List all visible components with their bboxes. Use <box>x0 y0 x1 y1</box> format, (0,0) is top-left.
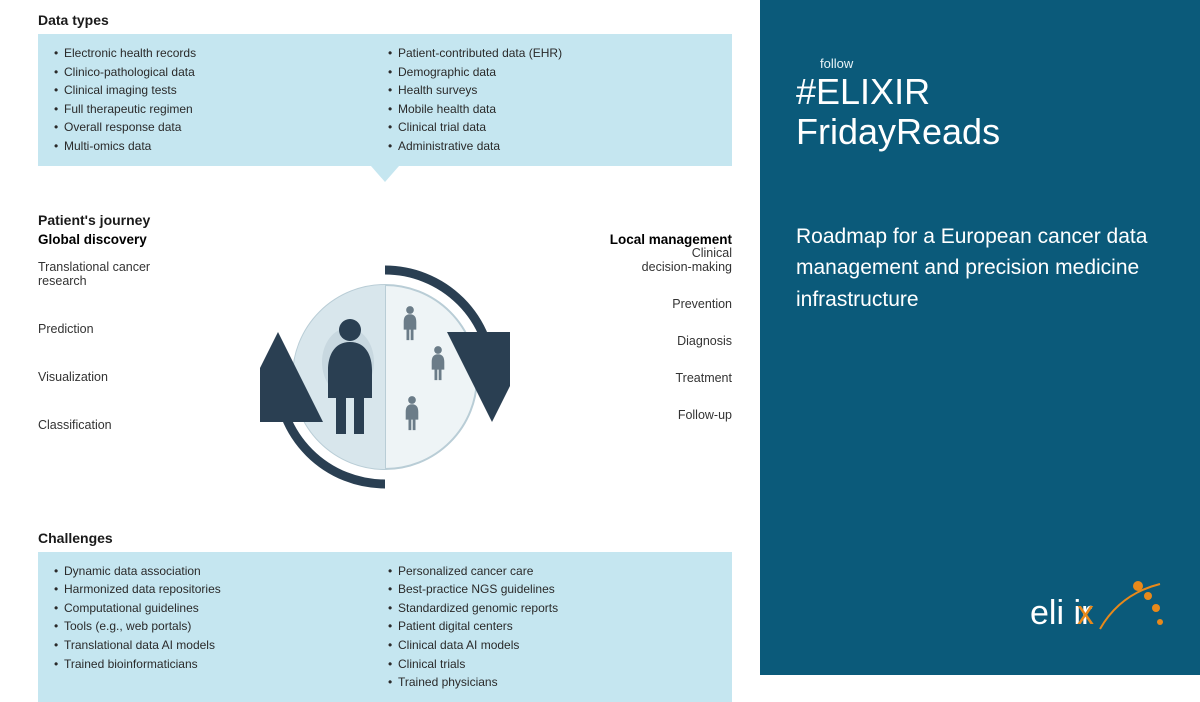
list-item: Patient-contributed data (EHR) <box>388 44 716 63</box>
hashtag-line2: FridayReads <box>796 113 1164 151</box>
data-types-col1: Electronic health recordsClinico-patholo… <box>54 44 382 156</box>
challenges-col1: Dynamic data associationHarmonized data … <box>54 562 382 692</box>
journey-circle-diagram <box>260 252 510 507</box>
list-item: Computational guidelines <box>54 599 382 618</box>
label-item: Prediction <box>38 322 150 336</box>
label-item: Diagnosis <box>642 334 732 348</box>
hashtag-line1: #ELIXIR <box>796 73 1164 111</box>
list-item: Clinical trials <box>388 655 716 674</box>
svg-text:x: x <box>1077 594 1094 632</box>
label-item: Prevention <box>642 297 732 311</box>
data-types-col2: Patient-contributed data (EHR)Demographi… <box>388 44 716 156</box>
challenges-box: Dynamic data associationHarmonized data … <box>38 552 732 702</box>
list-item: Clinical trial data <box>388 118 716 137</box>
list-item: Health surveys <box>388 81 716 100</box>
data-types-title: Data types <box>38 12 732 28</box>
list-item: Mobile health data <box>388 100 716 119</box>
list-item: Trained physicians <box>388 673 716 692</box>
list-item: Patient digital centers <box>388 617 716 636</box>
challenges-section: Challenges Dynamic data associationHarmo… <box>38 530 732 702</box>
label-item: Translational cancerresearch <box>38 260 150 288</box>
list-item: Full therapeutic regimen <box>54 100 382 119</box>
list-item: Overall response data <box>54 118 382 137</box>
list-item: Standardized genomic reports <box>388 599 716 618</box>
list-item: Demographic data <box>388 63 716 82</box>
list-item: Best-practice NGS guidelines <box>388 580 716 599</box>
list-item: Trained bioinformaticians <box>54 655 382 674</box>
challenges-col2: Personalized cancer careBest-practice NG… <box>388 562 716 692</box>
label-item: Clinicaldecision-making <box>642 246 732 274</box>
label-item: Classification <box>38 418 150 432</box>
arrow-down-icon <box>371 166 399 182</box>
global-discovery-head: Global discovery <box>38 232 147 247</box>
elixir-logo: eli ir x <box>1030 574 1170 649</box>
list-item: Clinical data AI models <box>388 636 716 655</box>
list-item: Translational data AI models <box>54 636 382 655</box>
list-item: Multi-omics data <box>54 137 382 156</box>
list-item: Clinical imaging tests <box>54 81 382 100</box>
patient-journey: Patient's journey Global discovery Local… <box>38 212 732 522</box>
list-item: Clinico-pathological data <box>54 63 382 82</box>
list-item: Tools (e.g., web portals) <box>54 617 382 636</box>
brand-panel: follow #ELIXIR FridayReads Roadmap for a… <box>760 0 1200 675</box>
data-types-box: Electronic health recordsClinico-patholo… <box>38 34 732 166</box>
local-management-head: Local management <box>610 232 732 247</box>
journey-title: Patient's journey <box>38 212 732 228</box>
label-item: Visualization <box>38 370 150 384</box>
list-item: Harmonized data repositories <box>54 580 382 599</box>
journey-left-labels: Translational cancerresearch Prediction Vi… <box>38 260 150 466</box>
journey-headers: Global discovery Local management <box>38 232 732 247</box>
list-item: Personalized cancer care <box>388 562 716 581</box>
journey-right-labels: Clinicaldecision-making Prevention Diagnos… <box>642 246 732 445</box>
label-item: Follow-up <box>642 408 732 422</box>
list-item: Dynamic data association <box>54 562 382 581</box>
infographic-panel: Data types Electronic health recordsClin… <box>0 0 760 675</box>
tagline-text: Roadmap for a European cancer data manag… <box>796 221 1164 316</box>
list-item: Administrative data <box>388 137 716 156</box>
list-item: Electronic health records <box>54 44 382 63</box>
label-item: Treatment <box>642 371 732 385</box>
follow-label: follow <box>820 56 1164 71</box>
challenges-title: Challenges <box>38 530 732 546</box>
